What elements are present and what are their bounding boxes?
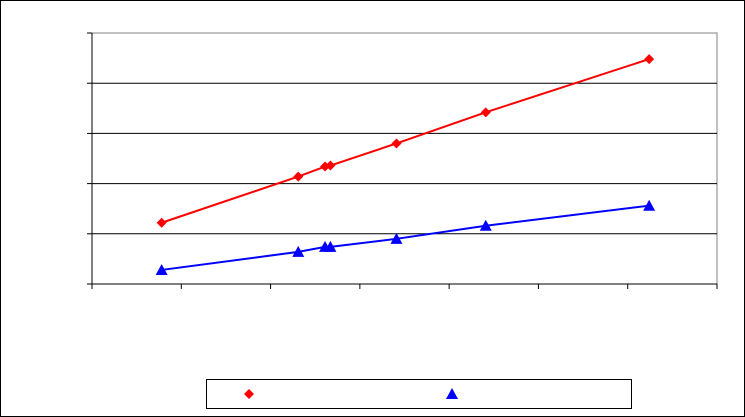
data-point — [324, 240, 337, 252]
data-point — [155, 263, 168, 275]
legend — [206, 379, 632, 409]
legend-marker — [244, 389, 254, 399]
data-point — [156, 217, 167, 228]
legend-marker — [446, 388, 458, 399]
data-point — [293, 171, 304, 182]
data-point — [390, 232, 403, 244]
data-point — [391, 138, 402, 149]
data-point — [480, 107, 491, 118]
plot-area — [91, 32, 718, 285]
data-point — [479, 219, 492, 231]
data-point — [292, 245, 305, 257]
data-point — [644, 54, 655, 65]
data-point — [325, 160, 336, 171]
data-point — [643, 199, 656, 211]
